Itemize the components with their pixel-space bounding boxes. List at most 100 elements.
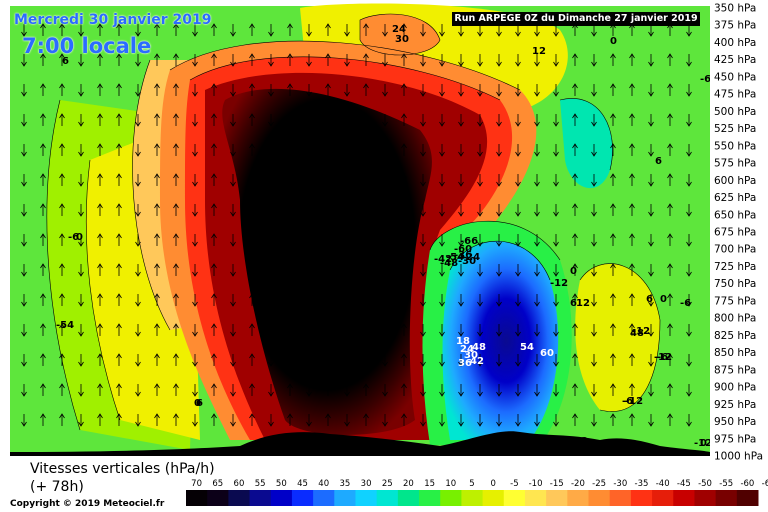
wind-arrow-head [591, 181, 597, 187]
y-tick-label: 600 hPa [714, 175, 756, 187]
wind-arrow-head [496, 121, 502, 127]
wind-arrow-head [382, 211, 388, 217]
colorbar-tick-label: 0 [490, 479, 495, 489]
wind-arrow-head [21, 301, 27, 307]
wind-arrow-head [382, 301, 388, 307]
wind-arrow-head [21, 391, 27, 397]
wind-arrow-head [59, 143, 65, 149]
wind-arrow-head [97, 263, 103, 269]
wind-arrow-head [382, 181, 388, 187]
colorbar-tick-label: -10 [529, 479, 543, 489]
wind-arrow-head [686, 361, 692, 367]
wind-arrow-head [211, 413, 217, 419]
wind-arrow-head [135, 151, 141, 157]
y-tick-label: 800 hPa [714, 313, 756, 325]
wind-arrow-head [78, 211, 84, 217]
wind-arrow-head [534, 301, 540, 307]
wind-arrow-head [230, 361, 236, 367]
wind-arrow-head [667, 293, 673, 299]
wind-arrow-head [686, 91, 692, 97]
wind-arrow-head [249, 323, 255, 329]
contour-label: 6 [646, 294, 653, 305]
wind-arrow-head [306, 151, 312, 157]
colorbar-tick-label: 45 [297, 479, 308, 489]
wind-arrow-head [249, 113, 255, 119]
y-tick-label: 925 hPa [714, 399, 756, 411]
colorbar-swatch [673, 490, 695, 506]
wind-arrow-head [268, 181, 274, 187]
wind-arrow-head [249, 263, 255, 269]
colorbar-tick-label: -40 [656, 479, 670, 489]
wind-arrow-head [667, 233, 673, 239]
wind-arrow-head [363, 203, 369, 209]
wind-arrow-head [553, 331, 559, 337]
wind-arrows [21, 23, 692, 427]
wind-arrow-head [667, 173, 673, 179]
wind-arrow-head [401, 293, 407, 299]
wind-arrow-head [439, 331, 445, 337]
wind-arrow-head [667, 383, 673, 389]
wind-arrow-head [154, 413, 160, 419]
wind-arrow-head [439, 421, 445, 427]
y-axis-panel [710, 0, 768, 460]
wind-arrow-head [572, 203, 578, 209]
colorbar-tick-label: 50 [276, 479, 287, 489]
wind-arrow-head [363, 23, 369, 29]
wind-arrow-head [496, 301, 502, 307]
wind-arrow-head [192, 241, 198, 247]
wind-arrow-head [420, 211, 426, 217]
wind-arrow-head [192, 211, 198, 217]
wind-arrow-head [230, 121, 236, 127]
colorbar-tick-label: -55 [719, 479, 733, 489]
wind-arrow-head [591, 361, 597, 367]
contour-label: -6 [68, 232, 79, 243]
field-right-yellow [575, 263, 660, 412]
wind-arrow-head [344, 241, 350, 247]
contour-label: 60 [540, 348, 554, 359]
wind-arrow-head [610, 203, 616, 209]
y-tick-label: 875 hPa [714, 364, 756, 376]
colorbar-swatch [376, 490, 399, 506]
wind-arrow-head [496, 31, 502, 37]
wind-arrow-head [21, 331, 27, 337]
wind-arrow-head [477, 91, 483, 97]
colorbar-swatch [652, 490, 674, 506]
wind-arrow-head [97, 353, 103, 359]
wind-arrow-head [78, 91, 84, 97]
wind-arrow-head [420, 361, 426, 367]
wind-arrow-head [135, 361, 141, 367]
wind-arrow-head [439, 181, 445, 187]
wind-arrow-head [97, 23, 103, 29]
wind-arrow-head [21, 91, 27, 97]
wind-arrow-head [496, 331, 502, 337]
wind-arrow-head [154, 83, 160, 89]
wind-arrow-head [78, 391, 84, 397]
wind-arrow-head [591, 61, 597, 67]
wind-arrow-head [135, 181, 141, 187]
wind-arrow-head [363, 323, 369, 329]
wind-arrow-head [439, 211, 445, 217]
contour-label: -54 [446, 252, 464, 263]
wind-arrow-head [116, 383, 122, 389]
colorbar-tick-label: 25 [382, 479, 393, 489]
colorbar-swatch [419, 490, 441, 506]
wind-arrow-head [344, 121, 350, 127]
wind-arrow-head [249, 353, 255, 359]
wind-arrow-head [401, 233, 407, 239]
wind-arrow-head [591, 91, 597, 97]
contour-label: 6 [62, 56, 69, 67]
wind-arrow-head [268, 61, 274, 67]
colorbar-swatch [397, 490, 420, 506]
wind-arrow-head [439, 301, 445, 307]
wind-arrow-head [610, 323, 616, 329]
contour-label: -12 [550, 278, 568, 289]
wind-arrow-head [667, 143, 673, 149]
colorbar-tick-label: 60 [234, 479, 245, 489]
wind-arrow-head [629, 233, 635, 239]
contour-label: 18 [456, 336, 470, 347]
wind-arrow-head [496, 391, 502, 397]
wind-arrow-head [610, 113, 616, 119]
wind-arrow-head [154, 233, 160, 239]
wind-arrow-head [648, 241, 654, 247]
wind-arrow-head [515, 241, 521, 247]
